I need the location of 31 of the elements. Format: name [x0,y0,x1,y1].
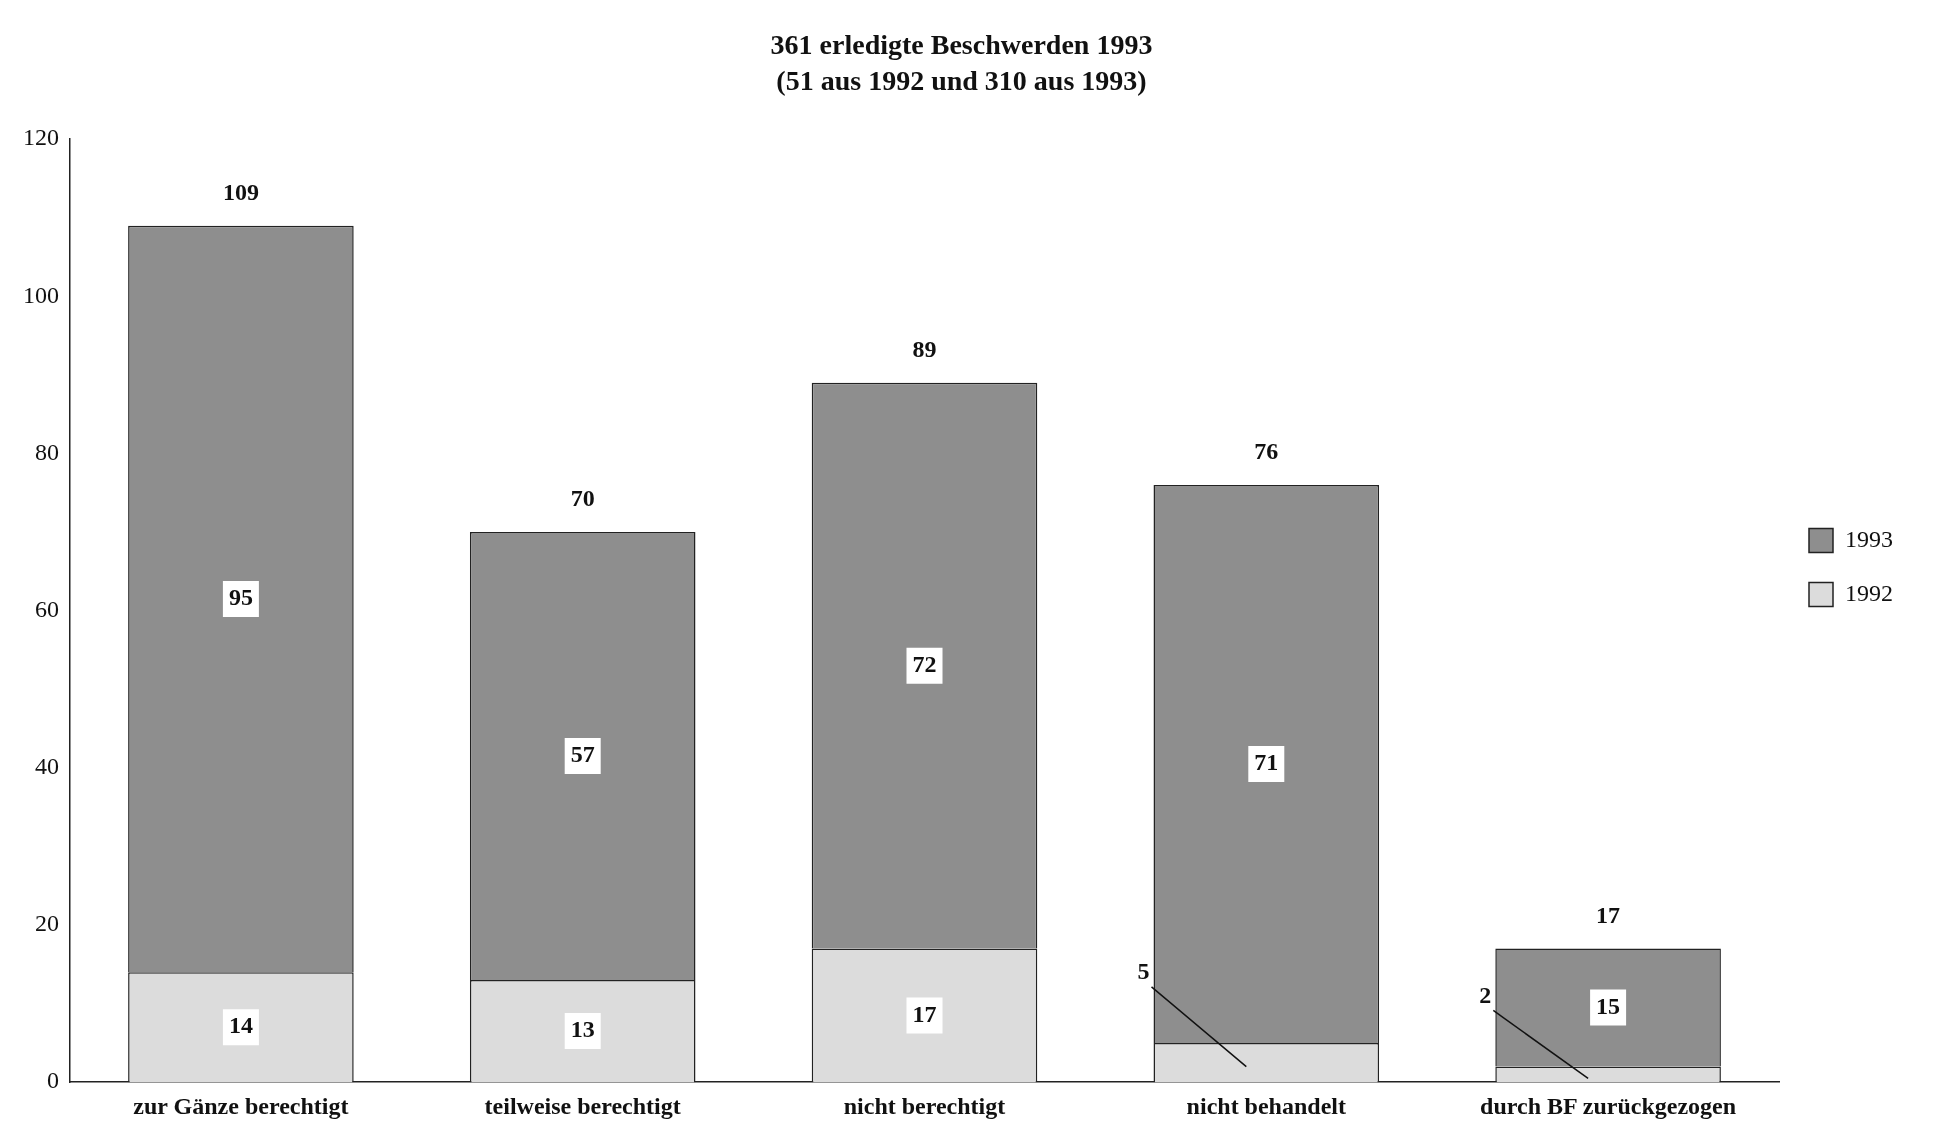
total-label: 17 [1596,901,1621,928]
y-tick-label: 40 [35,753,59,780]
data-label: 2 [1479,981,1492,1008]
chart-title: 361 erledigte Beschwerden 1993 [770,29,1153,61]
x-tick-label: nicht berechtigt [843,1092,1006,1119]
legend-label: 1993 [1845,525,1893,552]
y-tick-label: 60 [35,596,59,622]
data-label: 13 [570,1016,595,1043]
y-tick-label: 100 [23,281,59,308]
legend-label: 1992 [1845,579,1893,606]
y-tick-label: 20 [35,910,59,937]
x-tick-label: durch BF zurückgezogen [1480,1092,1737,1119]
x-tick-label: nicht behandelt [1186,1092,1346,1119]
data-label: 14 [228,1012,253,1039]
data-label: 72 [912,650,937,677]
data-label: 95 [228,584,253,611]
x-tick-label: zur Gänze berechtigt [133,1092,349,1119]
y-tick-label: 80 [35,438,59,465]
data-label: 71 [1254,749,1279,776]
total-label: 109 [222,178,259,205]
data-label: 5 [1137,958,1150,985]
total-label: 89 [912,336,937,363]
x-tick-label: teilweise berechtigt [484,1092,681,1119]
total-label: 76 [1254,438,1279,465]
total-label: 70 [570,485,595,512]
data-label: 57 [570,741,595,768]
data-label: 17 [912,1000,937,1027]
y-tick-label: 0 [47,1067,59,1094]
chart-subtitle: (51 aus 1992 und 310 aus 1993) [776,64,1147,96]
y-tick-label: 120 [23,124,59,151]
data-label: 15 [1596,992,1621,1019]
